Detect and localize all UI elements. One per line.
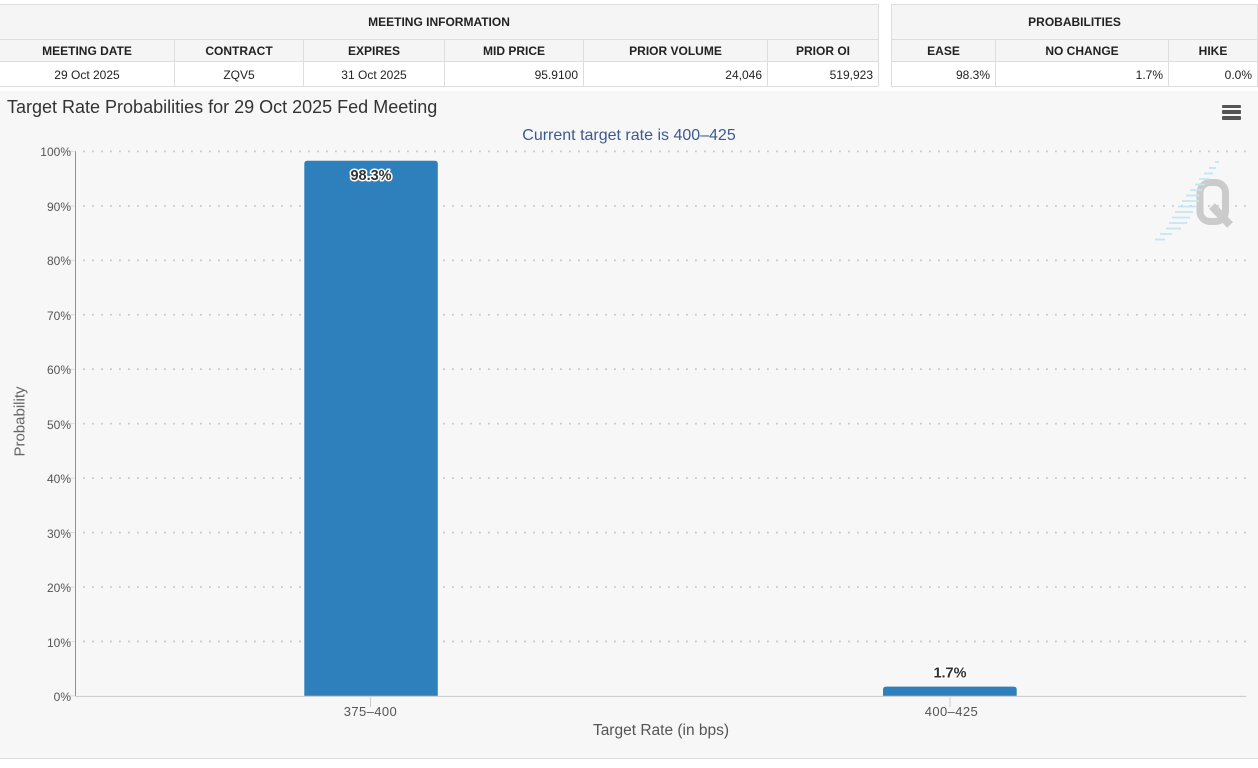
svg-text:98.3%: 98.3% xyxy=(350,168,391,184)
svg-text:1.7%: 1.7% xyxy=(933,666,966,682)
